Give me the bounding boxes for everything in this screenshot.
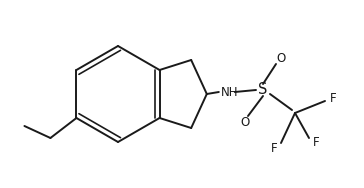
Text: NH: NH bbox=[221, 86, 238, 99]
Text: O: O bbox=[240, 115, 250, 129]
Text: F: F bbox=[270, 142, 277, 155]
Text: S: S bbox=[258, 83, 268, 98]
Text: F: F bbox=[330, 92, 337, 105]
Text: F: F bbox=[313, 136, 320, 149]
Text: O: O bbox=[276, 52, 286, 64]
